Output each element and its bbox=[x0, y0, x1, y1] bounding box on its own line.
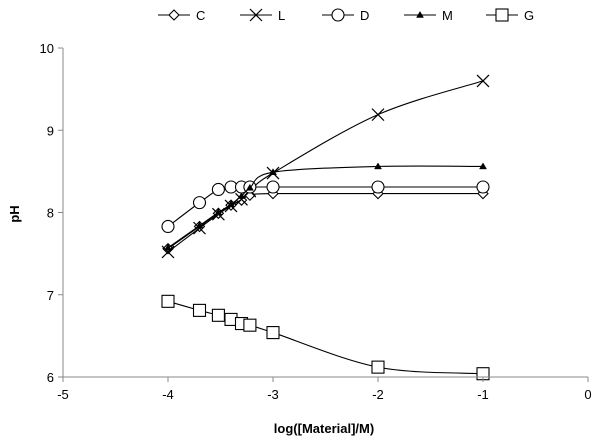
x-tick-label: -1 bbox=[477, 387, 489, 402]
series-m-point bbox=[164, 243, 172, 251]
legend-label: M bbox=[442, 8, 453, 23]
series-c-line bbox=[167, 192, 483, 250]
x-tick-label: -2 bbox=[372, 387, 384, 402]
series-m-point bbox=[214, 208, 223, 216]
y-tick-label: 9 bbox=[47, 123, 54, 138]
series-g-point bbox=[371, 360, 385, 374]
y-axis-label: pH bbox=[7, 205, 22, 222]
series-m-point bbox=[269, 168, 277, 175]
series-d-point bbox=[371, 180, 385, 194]
x-tick-label: 0 bbox=[584, 387, 591, 402]
series-d-point bbox=[476, 180, 490, 194]
series-d-point bbox=[192, 196, 207, 210]
legend-label: L bbox=[278, 8, 285, 23]
legend-item-d: D bbox=[322, 8, 369, 23]
y-tick-label: 7 bbox=[47, 288, 54, 303]
series-m bbox=[164, 162, 487, 251]
series-m-line bbox=[167, 165, 484, 249]
series-m-point bbox=[195, 221, 204, 229]
x-tick-label: -4 bbox=[162, 387, 174, 402]
series-m-point bbox=[479, 162, 487, 170]
legend-item-g: G bbox=[486, 8, 534, 23]
series-d-point bbox=[266, 180, 280, 194]
axes: -5 -4 -3 -2 -1 0 6 7 8 9 10 bbox=[40, 41, 592, 402]
series-g-point bbox=[266, 326, 280, 340]
series-m-point bbox=[245, 183, 254, 191]
series-d bbox=[161, 180, 490, 234]
legend-label: D bbox=[360, 8, 369, 23]
legend-marker bbox=[416, 11, 424, 18]
x-axis-label: log([Material]/M) bbox=[274, 421, 374, 436]
legend-marker bbox=[168, 9, 180, 21]
x-tick-label: -3 bbox=[267, 387, 279, 402]
series-d-point bbox=[161, 219, 175, 234]
legend-item-c: C bbox=[158, 8, 205, 23]
series-g-point bbox=[243, 318, 257, 332]
series-g-point bbox=[192, 303, 207, 317]
series-g-point bbox=[211, 308, 225, 322]
plot-area: -5 -4 -3 -2 -1 0 6 7 8 9 10 bbox=[40, 41, 592, 402]
legend-item-m: M bbox=[404, 8, 453, 23]
legend-label: C bbox=[196, 8, 205, 23]
series-m-point bbox=[237, 192, 246, 199]
series-g-point bbox=[161, 294, 175, 308]
legend-marker bbox=[249, 8, 263, 22]
series-m-point bbox=[227, 200, 235, 208]
series-g bbox=[161, 294, 490, 381]
legend-label: G bbox=[524, 8, 534, 23]
y-tick-label: 10 bbox=[40, 41, 54, 56]
y-tick-label: 8 bbox=[47, 206, 54, 221]
series-l-point bbox=[476, 74, 490, 88]
series-l-point bbox=[371, 108, 385, 122]
x-tick-label: -5 bbox=[57, 387, 69, 402]
series-d-point bbox=[211, 182, 225, 197]
legend-item-l: L bbox=[240, 8, 285, 23]
series-c bbox=[162, 187, 489, 255]
legend-marker bbox=[495, 8, 509, 22]
legend-marker bbox=[331, 8, 345, 22]
y-tick-label: 6 bbox=[47, 370, 54, 385]
series-m-point bbox=[374, 162, 382, 170]
series-layer bbox=[161, 74, 490, 381]
series-l-point bbox=[161, 245, 175, 259]
